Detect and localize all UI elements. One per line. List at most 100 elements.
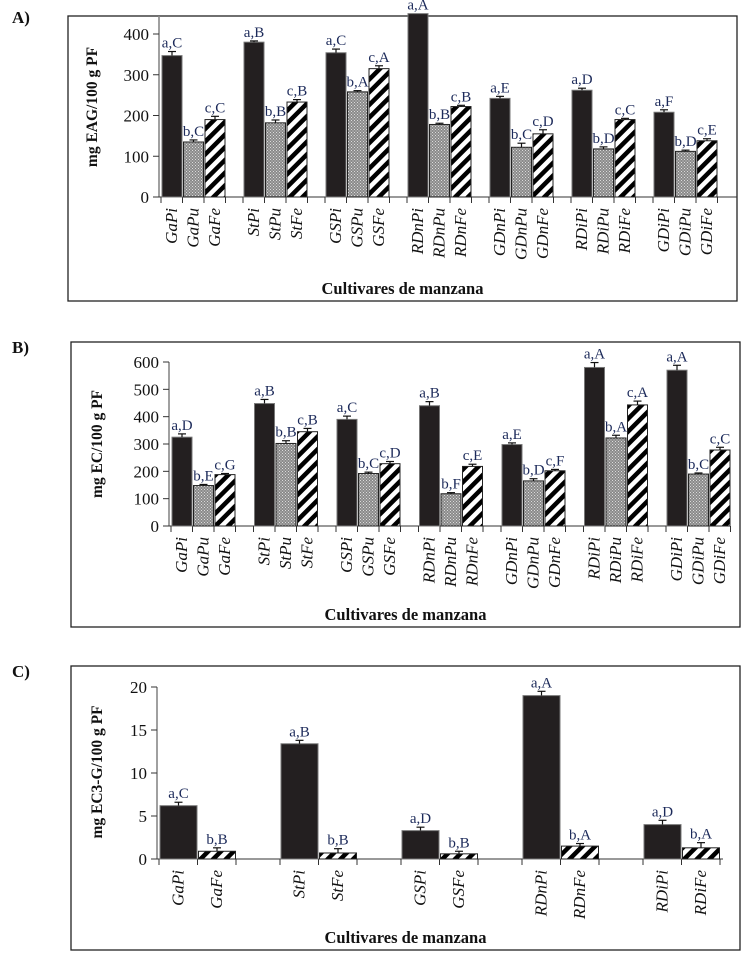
x-tick-label: GSPi [411, 870, 430, 906]
x-tick-label: GaPi [172, 537, 191, 573]
bar-GSFe [379, 463, 401, 527]
bar-GDiFe [709, 449, 731, 527]
bar-RDnFe [561, 845, 599, 860]
significance-label: b,D [522, 463, 544, 479]
significance-label: a,A [407, 0, 428, 14]
x-tick-label: RDnPu [430, 208, 449, 259]
significance-label: c,C [615, 102, 635, 118]
x-tick-label: RDiPi [585, 537, 604, 581]
significance-label: c,B [297, 412, 317, 428]
panel-label-b: B) [12, 338, 29, 357]
x-tick-label: RDiPi [572, 208, 591, 252]
bar-GDnFe [544, 470, 566, 527]
x-tick-label: RDnPi [408, 208, 427, 256]
y-tick-label: 200 [124, 107, 150, 126]
bar-StFe [297, 431, 318, 527]
x-tick-label: GDiFe [710, 537, 729, 585]
significance-label: b,B [206, 832, 227, 848]
bar-GSFe [440, 853, 478, 860]
bar-StPu [275, 442, 297, 527]
significance-label: c,C [205, 100, 225, 116]
bar-GaPi [171, 436, 193, 527]
significance-label: a,D [171, 418, 192, 434]
x-tick-label: RDiFe [628, 537, 647, 584]
bar-RDnPi [522, 695, 561, 860]
y-tick-label: 10 [130, 764, 147, 783]
significance-label: a,C [337, 400, 357, 416]
bar-GaPu [193, 485, 214, 527]
bar-GDiPu [675, 150, 696, 198]
x-tick-label: StFe [298, 537, 317, 569]
significance-label: b,A [605, 419, 627, 435]
significance-label: a,A [531, 675, 552, 691]
y-axis-title: mg EAG/100 g PF [84, 47, 101, 167]
significance-label: c,D [532, 114, 553, 130]
x-tick-label: RDnPu [441, 537, 460, 588]
bar-RDiPi [571, 89, 593, 198]
significance-label: a,C [326, 33, 346, 49]
bar-StFe [286, 101, 308, 198]
x-tick-label: GDnFe [545, 537, 564, 588]
significance-label: b,C [358, 456, 379, 472]
x-tick-label: StFe [328, 870, 347, 902]
y-tick-label: 300 [124, 66, 150, 85]
bar-GaPu [183, 141, 204, 198]
chart-frame [70, 341, 741, 628]
significance-label: b,C [511, 127, 532, 143]
bar-GDnPi [489, 97, 511, 198]
x-tick-label: RDnFe [463, 537, 482, 588]
bar-GSPi [401, 830, 440, 860]
x-tick-label: GDnFe [533, 208, 552, 259]
x-tick-label: RDnPi [420, 537, 439, 585]
x-tick-label: GDiFe [697, 208, 716, 256]
significance-label: b,D [592, 131, 614, 147]
x-axis-title: Cultivares de manzana [325, 605, 487, 624]
bar-GaFe [198, 850, 236, 860]
bar-RDnPu [429, 123, 450, 198]
x-tick-label: RDiPu [594, 208, 613, 255]
chart-frame [67, 15, 738, 302]
significance-label: a,E [490, 80, 510, 96]
x-tick-label: GDiPi [654, 208, 673, 253]
bar-GDnPi [501, 444, 523, 527]
x-tick-label: GDnPu [524, 537, 543, 589]
bar-GDiPu [688, 473, 709, 527]
x-tick-label: RDiPu [606, 537, 625, 584]
y-tick-label: 15 [130, 721, 147, 740]
x-tick-label: GaPu [184, 208, 203, 248]
x-tick-label: GSFe [449, 870, 468, 909]
significance-label: b,B [429, 107, 450, 123]
x-tick-label: GaFe [205, 208, 224, 247]
significance-label: c,F [546, 453, 565, 469]
significance-label: a,D [410, 811, 431, 827]
x-tick-label: GSFe [369, 208, 388, 247]
significance-label: c,B [451, 89, 471, 105]
bar-GaFe [204, 119, 226, 198]
significance-label: a,C [168, 786, 188, 802]
bar-StPi [243, 41, 265, 198]
x-tick-label: GSPi [326, 208, 345, 244]
significance-label: b,E [193, 468, 213, 484]
bar-RDnFe [462, 465, 483, 527]
significance-label: a,B [254, 383, 274, 399]
x-tick-label: StPu [276, 537, 295, 569]
significance-label: a,E [502, 427, 522, 443]
bar-GDiPi [653, 111, 675, 198]
significance-label: b,B [327, 833, 348, 849]
significance-label: a,B [244, 25, 264, 41]
significance-label: a,D [571, 72, 592, 88]
significance-label: c,D [379, 445, 400, 461]
bar-GDiFe [696, 140, 718, 198]
x-tick-label: RDiPi [653, 870, 672, 914]
significance-label: c,B [287, 84, 307, 100]
bar-StPi [280, 743, 319, 860]
y-tick-label: 100 [134, 490, 160, 509]
bar-RDiFe [682, 847, 720, 860]
significance-label: b,A [346, 75, 368, 91]
significance-label: a,B [289, 724, 309, 740]
y-tick-label: 100 [124, 147, 150, 166]
x-axis-title: Cultivares de manzana [325, 928, 487, 947]
bar-RDiPi [643, 824, 682, 860]
x-tick-label: GDiPu [689, 537, 708, 585]
